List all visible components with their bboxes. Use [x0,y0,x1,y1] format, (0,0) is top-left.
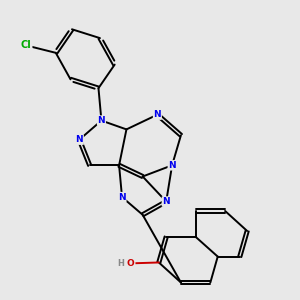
Text: Cl: Cl [21,40,32,50]
Text: H: H [117,259,124,268]
Text: N: N [76,135,83,144]
Text: N: N [154,110,161,119]
Text: N: N [98,116,105,125]
Text: N: N [168,161,176,170]
Text: N: N [118,193,126,202]
Text: O: O [127,259,135,268]
Text: N: N [162,197,170,206]
